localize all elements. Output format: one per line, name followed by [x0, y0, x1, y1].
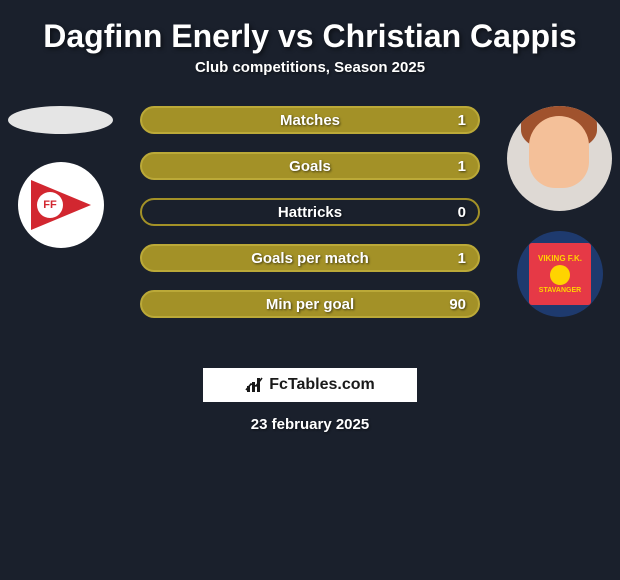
- stat-value-right: 1: [458, 158, 466, 175]
- stat-bars: Matches 1 Goals 1 Hattricks 0 Goals per match 1…: [140, 106, 480, 336]
- page-title: Dagfinn Enerly vs Christian Cappis: [0, 18, 620, 55]
- stat-value-right: 1: [458, 250, 466, 267]
- stat-value-right: 1: [458, 112, 466, 129]
- left-player-avatar: [8, 106, 113, 134]
- pennant-icon: FF: [31, 180, 91, 230]
- club-text-bot: STAVANGER: [539, 287, 581, 294]
- left-club-logo: FF: [18, 162, 104, 248]
- right-club-logo: VIKING F.K. STAVANGER: [517, 231, 603, 317]
- brand-text: FcTables.com: [269, 376, 375, 394]
- date-text: 23 february 2025: [0, 416, 620, 433]
- stat-bar: Goals 1: [140, 152, 480, 180]
- main-area: FF Matches 1 Goals 1 Hattricks 0 Goals per mat…: [0, 106, 620, 366]
- brand-box: FcTables.com: [203, 368, 417, 402]
- stat-label: Goals: [289, 158, 331, 175]
- stat-value-right: 90: [449, 296, 466, 313]
- stat-bar: Goals per match 1: [140, 244, 480, 272]
- ball-icon: [550, 265, 570, 285]
- stat-label: Goals per match: [251, 250, 369, 267]
- club-initials: FF: [37, 192, 63, 218]
- chart-icon: [245, 376, 265, 394]
- subtitle: Club competitions, Season 2025: [0, 59, 620, 76]
- right-player-avatar: [507, 106, 612, 211]
- stat-label: Matches: [280, 112, 340, 129]
- stat-value-right: 0: [458, 204, 466, 221]
- stat-label: Hattricks: [278, 204, 342, 221]
- stat-bar: Min per goal 90: [140, 290, 480, 318]
- stat-label: Min per goal: [266, 296, 354, 313]
- stat-bar: Hattricks 0: [140, 198, 480, 226]
- left-player-column: FF: [8, 106, 113, 248]
- stat-bar: Matches 1: [140, 106, 480, 134]
- comparison-card: Dagfinn Enerly vs Christian Cappis Club …: [0, 0, 620, 443]
- club-text-top: VIKING F.K.: [538, 254, 582, 263]
- right-player-column: VIKING F.K. STAVANGER: [507, 106, 612, 317]
